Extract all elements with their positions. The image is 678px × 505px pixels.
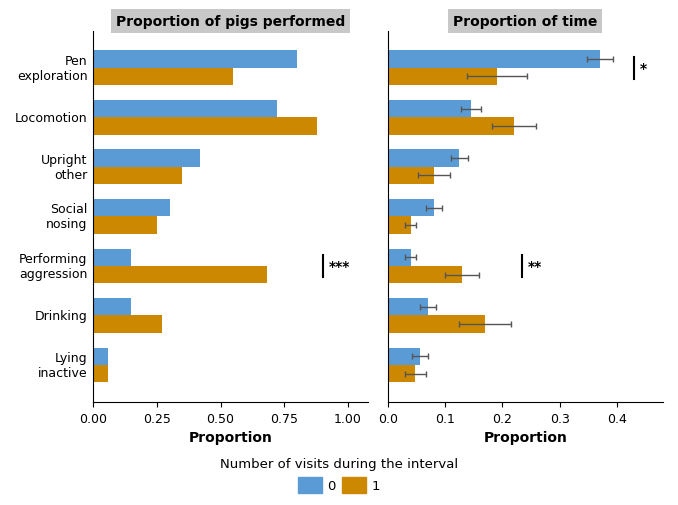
Bar: [388, 100, 471, 118]
Bar: [93, 199, 170, 217]
Bar: [93, 168, 182, 185]
Bar: [93, 100, 277, 118]
Bar: [93, 118, 317, 135]
Title: Proportion of time: Proportion of time: [453, 15, 597, 29]
Bar: [388, 365, 415, 383]
Bar: [93, 150, 200, 168]
Bar: [388, 348, 420, 365]
Bar: [388, 199, 434, 217]
Bar: [93, 365, 108, 383]
Text: ***: ***: [329, 260, 351, 273]
Bar: [388, 217, 411, 234]
Bar: [388, 150, 460, 168]
Title: Proportion of pigs performed: Proportion of pigs performed: [116, 15, 346, 29]
Bar: [93, 316, 162, 333]
Legend: 0, 1: 0, 1: [215, 452, 463, 498]
Bar: [93, 217, 157, 234]
Bar: [93, 69, 233, 86]
Text: *: *: [640, 62, 647, 76]
Bar: [388, 52, 600, 69]
Bar: [93, 298, 132, 316]
Bar: [388, 249, 411, 267]
Bar: [93, 348, 108, 365]
X-axis label: Proportion: Proportion: [483, 431, 567, 444]
Bar: [388, 267, 462, 284]
Bar: [388, 118, 514, 135]
Text: **: **: [528, 260, 542, 273]
Bar: [388, 316, 485, 333]
Bar: [93, 267, 266, 284]
X-axis label: Proportion: Proportion: [189, 431, 273, 444]
Bar: [388, 298, 428, 316]
Bar: [93, 249, 132, 267]
Bar: [388, 69, 497, 86]
Bar: [388, 168, 434, 185]
Bar: [93, 52, 297, 69]
